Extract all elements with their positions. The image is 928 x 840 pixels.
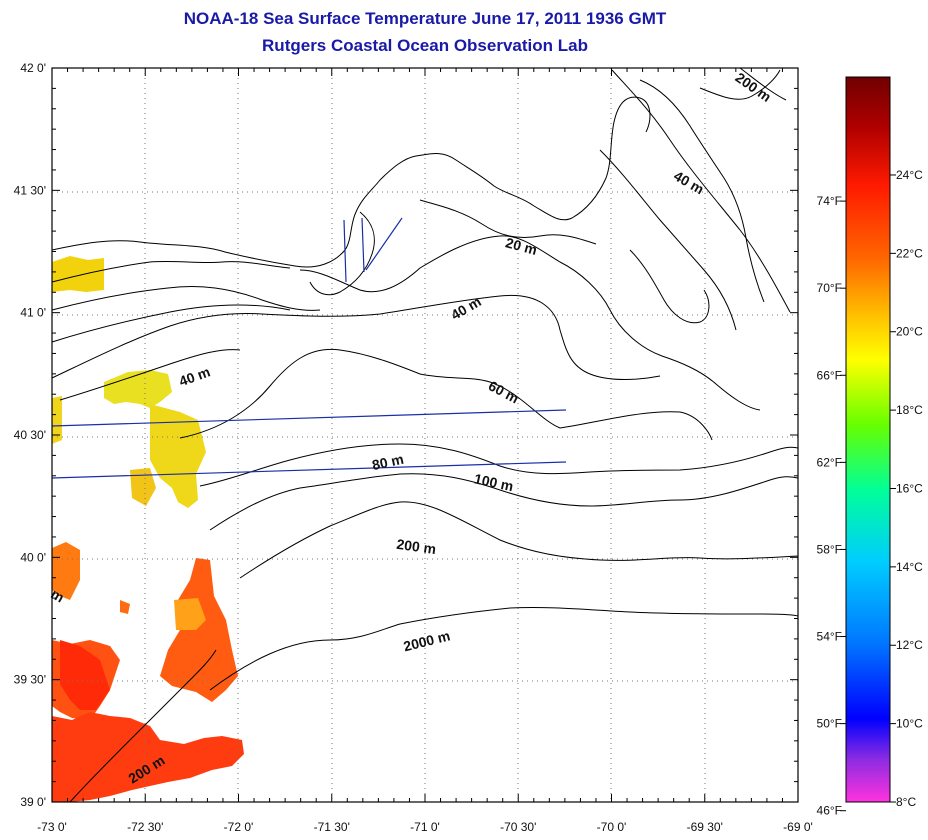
colorbar-f-label: 54°F <box>817 630 842 644</box>
map-title: NOAA-18 Sea Surface Temperature June 17,… <box>183 9 667 28</box>
lon-label: -70 0' <box>597 820 627 834</box>
contour-label-2000m: 2000 m <box>402 627 452 654</box>
colorbar-c-label: 22°C <box>896 246 923 260</box>
lat-axis-labels: 42 0' 41 30' 41 0' 40 30' 40 0' 39 30' 39 0' <box>14 61 46 809</box>
contour-label-40m-ne: 40 m <box>671 168 707 198</box>
lat-label: 39 0' <box>20 795 46 809</box>
contour-2000m <box>209 606 799 691</box>
colorbar-f-label: 46°F <box>817 804 842 818</box>
sst-patch-north <box>52 256 104 292</box>
lon-label: -69 30' <box>687 820 723 834</box>
lon-label: -73 0' <box>37 820 67 834</box>
axis-ticks <box>51 67 799 803</box>
colorbar-c-label: 18°C <box>896 403 923 417</box>
colorbar-celsius-labels: 24°C 22°C 20°C 18°C 16°C 14°C 12°C 10°C 8°C <box>890 168 923 809</box>
colorbar-c-label: 12°C <box>896 638 923 652</box>
lat-label: 40 30' <box>14 428 46 442</box>
sst-patch-mid-b <box>150 404 206 508</box>
colorbar-f-label: 74°F <box>817 194 842 208</box>
contour-label-40m-west: 40 m <box>177 363 212 389</box>
depth-contours <box>51 67 799 803</box>
lon-label: -69 0' <box>783 820 813 834</box>
colorbar-f-label: 70°F <box>817 281 842 295</box>
blue-transect-lines <box>51 217 567 479</box>
colorbar-f-label: 66°F <box>817 368 842 382</box>
sst-patch-south-2 <box>160 558 238 702</box>
colorbar-f-label: 50°F <box>817 717 842 731</box>
contour-200m-east <box>739 67 787 101</box>
contour-100m <box>209 473 799 531</box>
sst-patch-mid-c <box>130 468 156 506</box>
sst-patch-south-4 <box>52 712 244 802</box>
sst-patch-west <box>52 396 62 444</box>
contour-60m <box>179 348 713 441</box>
lat-label: 41 0' <box>20 306 46 320</box>
contour-40m-east <box>611 69 791 313</box>
lon-axis-labels: -73 0' -72 30' -72 0' -71 30' -71 0' -70 30' -… <box>37 820 813 834</box>
contour-200m-south <box>69 649 217 803</box>
colorbar-c-label: 14°C <box>896 560 923 574</box>
lon-label: -72 30' <box>127 820 163 834</box>
sst-patch-south-6 <box>120 600 130 614</box>
lon-label: -70 30' <box>500 820 536 834</box>
contour-label-60m: 60 m <box>486 377 522 406</box>
sst-patch-south-5 <box>60 640 110 710</box>
sst-patch-mid <box>104 370 172 408</box>
lat-label: 40 0' <box>20 550 46 564</box>
lat-label: 42 0' <box>20 61 46 75</box>
colorbar-c-label: 8°C <box>896 795 916 809</box>
colorbar-f-label: 62°F <box>817 455 842 469</box>
coastline <box>51 69 781 343</box>
sst-patch-south-2b <box>174 598 206 630</box>
colorbar-f-label: 58°F <box>817 542 842 556</box>
contour-200m <box>239 501 799 579</box>
contour-40m-inner <box>59 349 241 401</box>
colorbar-c-label: 24°C <box>896 168 923 182</box>
colorbar-fahrenheit-labels: 74°F 70°F 66°F 62°F 58°F 54°F 50°F 46°F <box>817 194 846 818</box>
lon-label: -72 0' <box>224 820 254 834</box>
contour-80m <box>199 443 799 487</box>
contour-label-20m: 20 m <box>504 234 539 258</box>
colorbar-c-label: 10°C <box>896 717 923 731</box>
lat-label: 39 30' <box>14 673 46 687</box>
colorbar <box>845 76 891 803</box>
colorbar-c-label: 20°C <box>896 325 923 339</box>
contour-label-40m-mid: 40 m <box>448 293 484 323</box>
contour-40m-north <box>51 294 661 380</box>
lon-label: -71 0' <box>410 820 440 834</box>
colorbar-c-label: 16°C <box>896 481 923 495</box>
sst-patch-south-1 <box>52 542 80 600</box>
contour-label-80m: 80 m <box>371 451 406 473</box>
sst-data-patches <box>52 256 244 802</box>
lon-label: -71 30' <box>314 820 350 834</box>
map-subtitle: Rutgers Coastal Ocean Observation Lab <box>262 36 588 55</box>
contour-20m <box>299 235 761 411</box>
contour-label-200m: 200 m <box>396 536 438 557</box>
contour-label-100m: 100 m <box>473 470 515 494</box>
lat-label: 41 30' <box>14 183 46 197</box>
